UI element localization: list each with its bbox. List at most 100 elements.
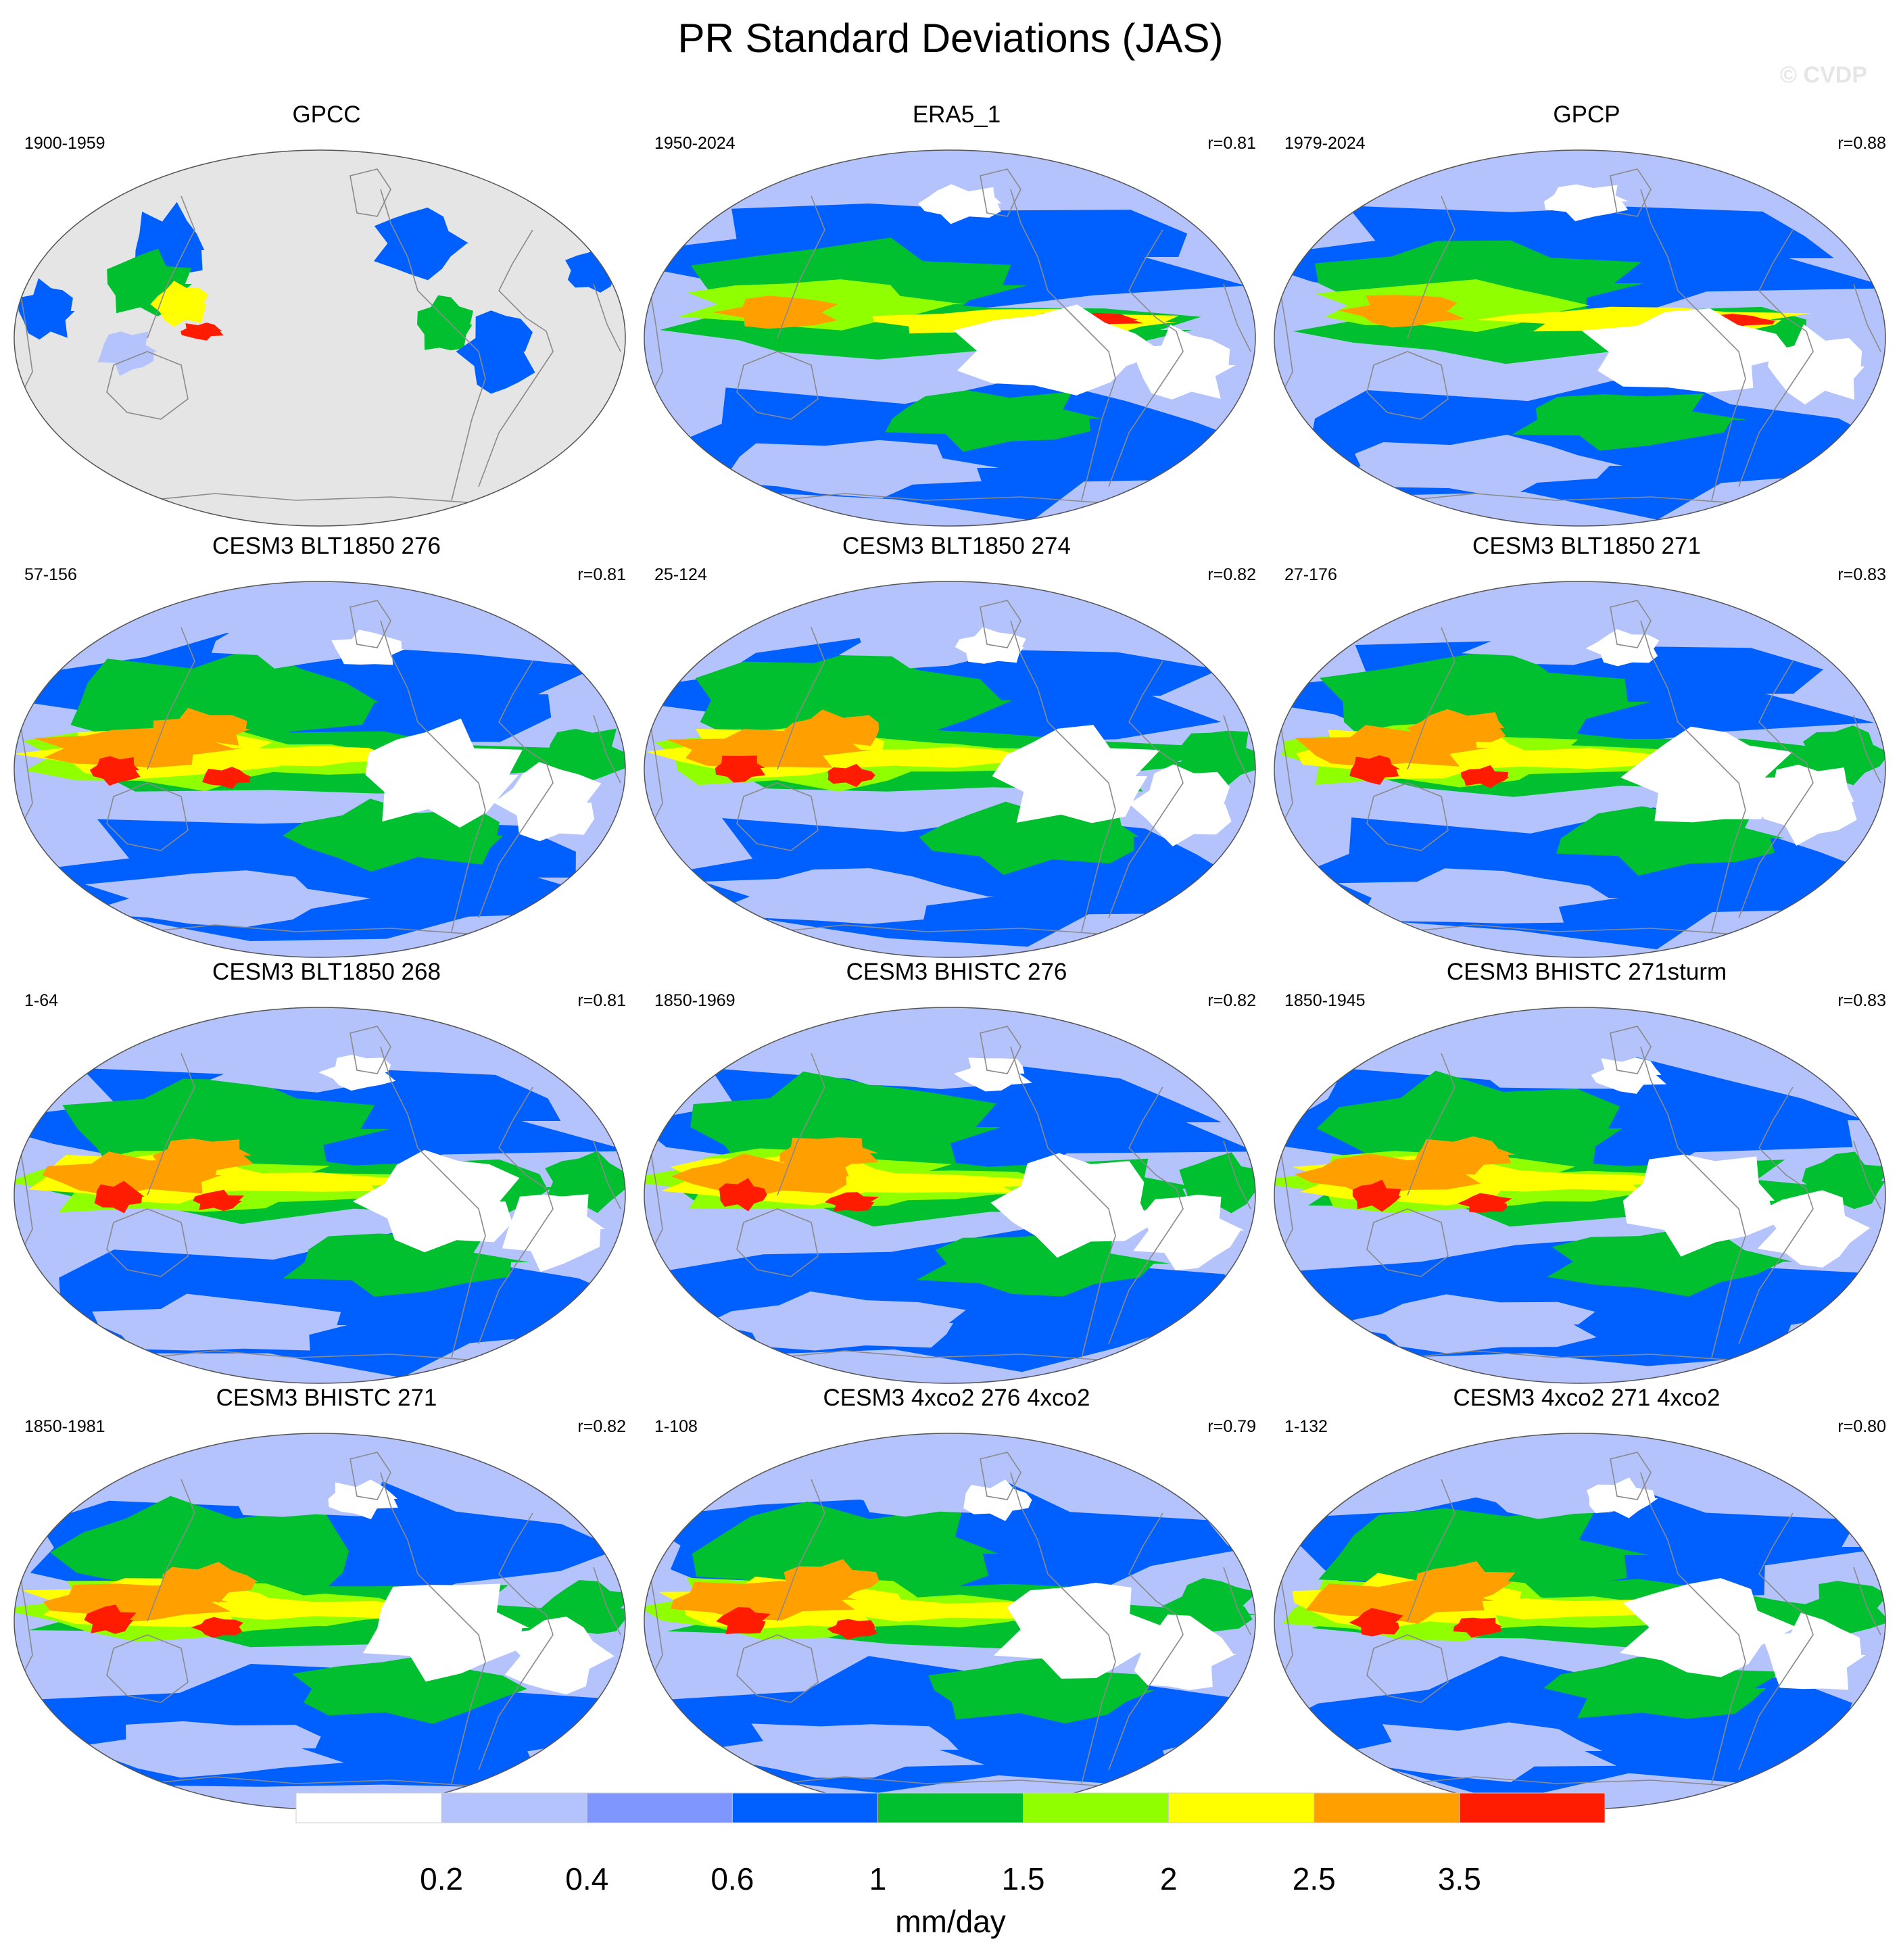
panel-years: 1850-1969 bbox=[654, 991, 736, 1010]
precip-contour bbox=[283, 1233, 530, 1297]
coastline bbox=[1108, 229, 1184, 487]
precip-contour bbox=[172, 746, 417, 767]
precip-contour bbox=[152, 1139, 254, 1175]
coastline bbox=[980, 1026, 1021, 1074]
precip-contour bbox=[211, 618, 382, 669]
coastline bbox=[1853, 1141, 1881, 1210]
panel-title: ERA5_1 bbox=[912, 101, 1001, 128]
precip-contour bbox=[160, 1562, 259, 1603]
coastline bbox=[777, 195, 825, 339]
panel-years: 1900-1959 bbox=[24, 134, 105, 153]
precip-contour bbox=[1337, 295, 1466, 328]
precip-contour bbox=[1437, 748, 1704, 769]
precip-contour bbox=[825, 1192, 880, 1212]
panel-correlation: r=0.81 bbox=[577, 565, 626, 584]
precip-contour bbox=[1620, 1578, 1798, 1677]
precip-contour bbox=[292, 1654, 527, 1724]
precip-contour bbox=[1132, 324, 1236, 400]
coastline bbox=[1223, 283, 1251, 352]
panel-title: CESM3 BLT1850 268 bbox=[212, 959, 441, 985]
coastline bbox=[380, 1472, 486, 1784]
map-border bbox=[644, 581, 1256, 958]
precip-contour bbox=[918, 184, 1002, 224]
coastline bbox=[350, 600, 391, 648]
map-panel: CESM3 BHISTC 271 1850-1981 r=0.82 bbox=[12, 1385, 641, 1817]
world-map bbox=[644, 581, 1256, 958]
precip-contour bbox=[374, 208, 469, 281]
precip-contour bbox=[1758, 765, 1857, 846]
precip-contour bbox=[1585, 629, 1660, 667]
panel-title: CESM3 BLT1850 271 bbox=[1472, 533, 1701, 559]
colorbar-tick-label: 2.5 bbox=[1292, 1861, 1336, 1896]
coastline bbox=[1010, 1046, 1116, 1358]
precip-contour bbox=[1349, 1608, 1403, 1637]
coastline bbox=[736, 1208, 819, 1277]
colorbar-tick-label: 0.6 bbox=[711, 1861, 754, 1896]
coastline bbox=[380, 620, 486, 932]
figure-title: PR Standard Deviations (JAS) bbox=[677, 16, 1224, 61]
panel-correlation: r=0.81 bbox=[577, 991, 626, 1010]
coastline bbox=[1738, 1512, 1814, 1771]
coastline bbox=[1108, 1512, 1184, 1771]
precip-contour bbox=[963, 1479, 1032, 1521]
panel-title: CESM3 4xco2 276 4xco2 bbox=[823, 1385, 1090, 1411]
coastline bbox=[1407, 627, 1455, 770]
coastline bbox=[106, 1634, 189, 1703]
precip-contour bbox=[715, 755, 765, 783]
precip-contour bbox=[363, 1583, 529, 1682]
precip-contour bbox=[953, 304, 1169, 396]
colorbar-bin bbox=[1168, 1792, 1315, 1823]
panel-correlation: r=0.82 bbox=[577, 1417, 626, 1436]
precip-contour bbox=[1762, 1612, 1866, 1690]
panel-title: CESM3 BHISTC 271sturm bbox=[1446, 959, 1727, 985]
map-panel: CESM3 BLT1850 268 1-64 r=0.81 bbox=[12, 959, 641, 1391]
precip-contour bbox=[1620, 726, 1793, 823]
precip-contour bbox=[94, 1180, 145, 1214]
panel-years: 27-176 bbox=[1284, 565, 1337, 584]
coastline bbox=[1223, 1567, 1251, 1635]
world-map bbox=[1274, 581, 1886, 958]
panel-years: 1850-1981 bbox=[24, 1417, 105, 1436]
coastline bbox=[18, 283, 33, 393]
precip-contour bbox=[1543, 184, 1629, 222]
world-map bbox=[644, 149, 1256, 527]
coastline bbox=[478, 1512, 554, 1771]
precip-contour bbox=[695, 643, 1013, 756]
coastline bbox=[1278, 1567, 1293, 1676]
precip-contour bbox=[540, 728, 625, 787]
coastline bbox=[648, 1141, 663, 1250]
coastline bbox=[736, 1634, 819, 1703]
map-border bbox=[644, 149, 1256, 527]
coastline bbox=[777, 1479, 825, 1622]
world-map bbox=[14, 1007, 626, 1384]
colorbar-units: mm/day bbox=[895, 1904, 1006, 1939]
precip-contour bbox=[97, 331, 158, 376]
precip-contour bbox=[1352, 1179, 1401, 1212]
coastline bbox=[648, 1567, 663, 1676]
coastline bbox=[648, 715, 663, 824]
precip-contour bbox=[1757, 1190, 1871, 1268]
world-map bbox=[14, 581, 626, 958]
precip-contour bbox=[1430, 1170, 1677, 1192]
map-border bbox=[14, 581, 626, 958]
map-panel: CESM3 BLT1850 274 25-124 r=0.82 bbox=[642, 533, 1271, 965]
coastline bbox=[736, 351, 819, 420]
precip-contour bbox=[802, 746, 1061, 768]
precip-contour bbox=[1461, 765, 1510, 788]
coastline bbox=[777, 924, 1116, 936]
map-panel: GPCC 1900-1959 bbox=[12, 101, 641, 534]
coastline bbox=[1407, 1479, 1455, 1622]
world-map bbox=[644, 1007, 1256, 1384]
coastline bbox=[1640, 620, 1746, 932]
precip-contour bbox=[990, 1153, 1151, 1258]
map-panel: CESM3 BLT1850 271 27-176 r=0.83 bbox=[1272, 533, 1901, 965]
precip-contour bbox=[1453, 1617, 1503, 1638]
map-panel: GPCP 1979-2024 r=0.88 bbox=[1272, 101, 1901, 534]
colorbar-bin bbox=[1314, 1792, 1460, 1823]
panel-years: 1850-1945 bbox=[1284, 991, 1366, 1010]
coastline bbox=[1738, 229, 1814, 487]
precip-contour bbox=[494, 762, 602, 842]
coastline bbox=[593, 1141, 621, 1210]
world-map bbox=[644, 1433, 1256, 1810]
panel-years: 57-156 bbox=[24, 565, 77, 584]
